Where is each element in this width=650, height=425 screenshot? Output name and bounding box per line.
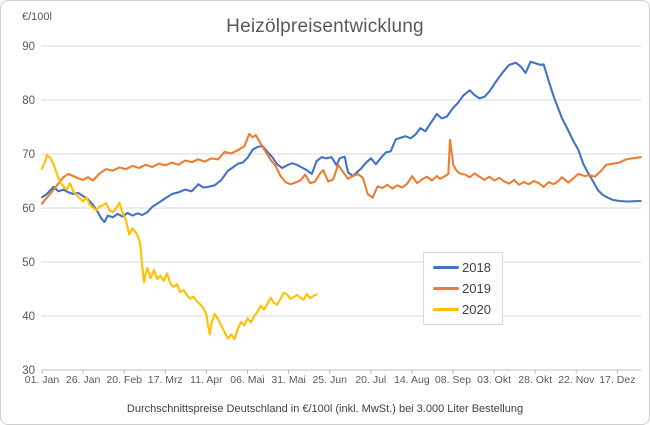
x-axis-tick-label: 01. Jan [25,374,60,386]
y-axis-tick-label: 70 [22,149,35,161]
y-axis-tick-label: 50 [22,257,35,269]
x-axis-tick-label: 17. Dez [599,374,635,386]
y-axis-tick-label: 90 [22,41,35,53]
y-axis-tick-label: 80 [22,95,35,107]
x-axis-tick-label: 20. Feb [106,374,142,386]
x-axis-tick-label: 26. Jan [66,374,101,386]
x-axis-tick-label: 31. Mai [271,374,305,386]
legend-label: 2019 [462,281,491,296]
x-axis-tick-label: 03. Okt [477,374,511,386]
x-axis-tick-label: 14. Aug [394,374,430,386]
legend-item-2018: 2018 [433,261,502,274]
x-axis-tick-label: 28. Okt [518,374,552,386]
legend-item-2019: 2019 [433,282,502,295]
chart-title: Heizölpreisentwicklung [226,16,424,37]
x-axis-tick-label: 25. Jun [312,374,347,386]
series-line-2020 [40,154,318,341]
chart-footnote: Durchschnittspreise Deutschland in €/100… [126,403,524,415]
x-axis-tick-label: 17. Mrz [148,374,183,386]
series-line-2019 [40,132,642,205]
y-axis-tick-label: 60 [22,203,35,215]
legend-item-2020: 2020 [433,303,502,316]
x-axis-tick-label: 08. Sep [435,374,471,386]
x-axis-tick-label: 11. Apr [190,374,223,386]
x-axis-tick-label: 20. Jul [355,374,386,386]
legend-label: 2020 [462,302,491,317]
legend-label: 2018 [462,260,491,275]
y-axis-tick-label: 40 [22,311,35,323]
x-axis-tick-label: 06. Mai [230,374,264,386]
legend-swatch-2018 [433,266,459,269]
series-line-2018 [40,60,642,224]
legend-box: 2018 2019 2020 [423,252,503,325]
x-axis-tick-label: 22. Nov [558,374,595,386]
legend-swatch-2019 [433,287,459,290]
y-axis-tick-label: 30 [22,365,35,377]
legend-swatch-2020 [433,308,459,311]
y-axis-unit-label: €/100l [22,11,52,23]
